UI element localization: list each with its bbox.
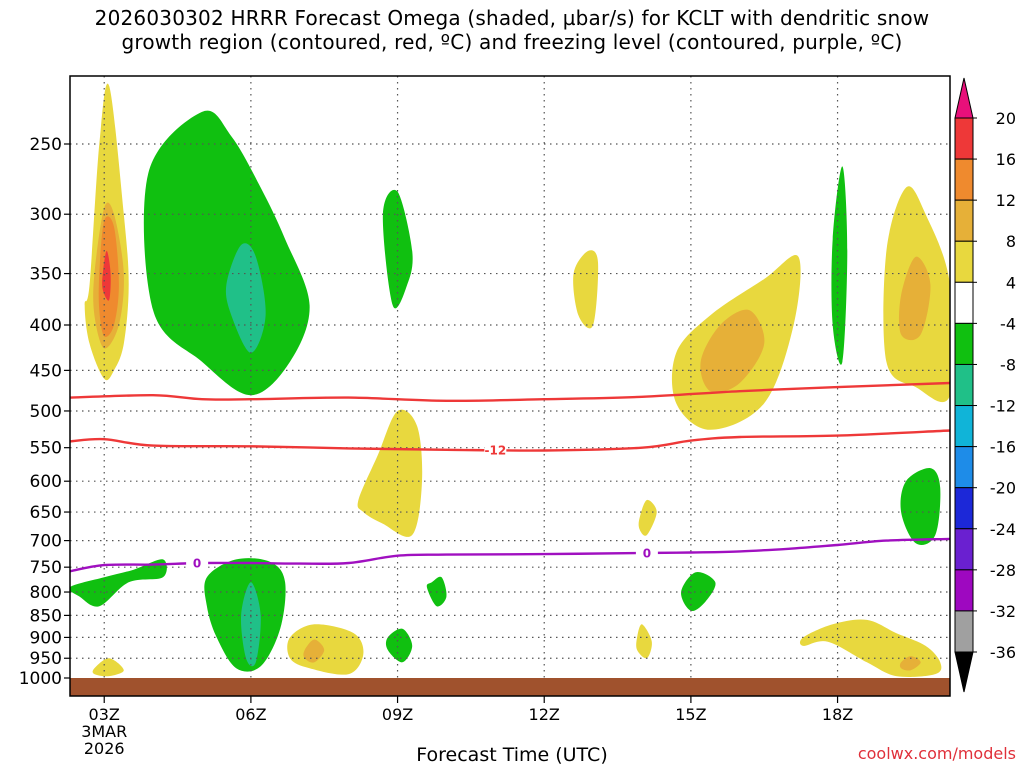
colorbar-box-12 — [954, 610, 974, 653]
colorbar-box-1 — [954, 158, 974, 201]
omega-region-24 — [636, 624, 652, 659]
colorbar-bottom-arrow — [954, 651, 974, 693]
omega-region-13 — [357, 409, 423, 537]
colorbar-label-5: -4 — [1000, 314, 1016, 333]
omega-region-11 — [382, 189, 413, 309]
omega-region-7 — [700, 309, 765, 393]
grid-lines — [70, 76, 950, 696]
contour-label-bg — [186, 556, 209, 571]
y-axis: 2503003504004505005506006507007508008509… — [19, 135, 70, 689]
chart-title: 2026030302 HRRR Forecast Omega (shaded, … — [0, 6, 1024, 54]
colorbar-box-0 — [954, 117, 974, 160]
omega-region-25 — [799, 619, 942, 677]
x-tick-label-09Z: 09Z — [382, 705, 413, 724]
colorbar-top-arrow — [954, 77, 974, 119]
contour-label-2-1: 0 — [643, 546, 651, 560]
omega-region-9 — [898, 256, 931, 341]
y-tick-label-650: 650 — [30, 503, 62, 523]
x-tick-year: 2026 — [84, 739, 125, 758]
colorbar-box-7 — [954, 405, 974, 448]
y-tick-label-950: 950 — [30, 649, 62, 669]
colorbar-box-5 — [954, 322, 974, 365]
colorbar-label-7: -12 — [990, 397, 1016, 416]
colorbar-box-4 — [954, 281, 974, 324]
colorbar-label-10: -24 — [990, 520, 1016, 539]
colorbar-label-9: -20 — [990, 479, 1016, 498]
colorbar-label-4: 4 — [1006, 273, 1016, 292]
colorbar-label-3: 8 — [1006, 232, 1016, 251]
y-tick-label-400: 400 — [30, 316, 62, 336]
colorbar-box-11 — [954, 569, 974, 612]
omega-region-4 — [143, 110, 310, 396]
contour-label-2-0: 0 — [193, 557, 201, 571]
colorbar-box-3 — [954, 240, 974, 283]
omega-region-15 — [900, 468, 941, 545]
colorbar-label-2: 12 — [996, 191, 1016, 210]
x-tick-label-12Z: 12Z — [529, 705, 560, 724]
omega-region-18 — [240, 582, 261, 667]
omega-region-26 — [899, 656, 921, 671]
x-tick-label-03Z: 03Z — [89, 705, 120, 724]
omega-region-12 — [573, 250, 599, 329]
y-tick-label-300: 300 — [30, 205, 62, 225]
colorbar-box-6 — [954, 363, 974, 407]
colorbar-label-6: -8 — [1000, 355, 1016, 374]
omega-region-22 — [287, 624, 364, 675]
x-tick-label-06Z: 06Z — [235, 705, 266, 724]
title-line-2: growth region (contoured, red, ºC) and f… — [121, 30, 903, 54]
omega-region-27 — [92, 658, 124, 677]
omega-regions — [70, 83, 950, 677]
x-tick-label-18Z: 18Z — [822, 705, 853, 724]
ground-fill — [70, 678, 950, 696]
colorbar-box-2 — [954, 199, 974, 242]
contour-label-bg — [484, 443, 507, 458]
title-line-1: 2026030302 HRRR Forecast Omega (shaded, … — [94, 6, 930, 30]
y-tick-label-250: 250 — [30, 135, 62, 155]
y-tick-label-500: 500 — [30, 402, 62, 422]
omega-region-20 — [385, 628, 413, 663]
y-tick-label-750: 750 — [30, 558, 62, 578]
x-axis-title: Forecast Time (UTC) — [416, 744, 608, 766]
colorbar-label-12: -32 — [990, 602, 1016, 621]
colorbar-label-1: 16 — [996, 150, 1016, 169]
y-tick-label-1000: 1000 — [19, 669, 62, 689]
omega-region-16 — [70, 559, 167, 607]
y-tick-label-600: 600 — [30, 472, 62, 492]
omega-region-10 — [831, 166, 848, 365]
y-tick-label-900: 900 — [30, 628, 62, 648]
y-tick-label-550: 550 — [30, 439, 62, 459]
x-tick-date: 3MAR — [81, 722, 127, 741]
contour-label-1-0: -12 — [484, 444, 506, 458]
colorbar-label-0: 20 — [996, 109, 1016, 128]
omega-region-14 — [638, 499, 657, 536]
x-tick-label-15Z: 15Z — [675, 705, 706, 724]
plot-frame — [69, 75, 951, 697]
colorbar-label-8: -16 — [990, 438, 1016, 457]
temperature-contours: -12 0 0 — [70, 381, 950, 573]
omega-region-21 — [681, 572, 716, 612]
colorbar-label-11: -28 — [990, 561, 1016, 580]
omega-region-23 — [303, 639, 325, 663]
y-tick-label-800: 800 — [30, 583, 62, 603]
contour-line-0 — [70, 381, 950, 403]
y-tick-label-450: 450 — [30, 361, 62, 381]
credit-text: coolwx.com/models — [857, 744, 1016, 763]
colorbar-box-9 — [954, 487, 974, 530]
y-tick-label-700: 700 — [30, 532, 62, 552]
colorbar-label-13: -36 — [990, 643, 1016, 662]
ground-layer — [70, 678, 950, 696]
colorbar-box-10 — [954, 528, 974, 571]
contour-label-bg — [635, 545, 658, 560]
colorbar: 20 16 12 8 4 -4 -8 -12 -16 -20 -24 -28 -32 -36 — [954, 77, 1016, 693]
omega-region-5 — [225, 243, 266, 353]
y-tick-label-350: 350 — [30, 265, 62, 285]
colorbar-box-8 — [954, 446, 974, 489]
y-tick-label-850: 850 — [30, 606, 62, 626]
